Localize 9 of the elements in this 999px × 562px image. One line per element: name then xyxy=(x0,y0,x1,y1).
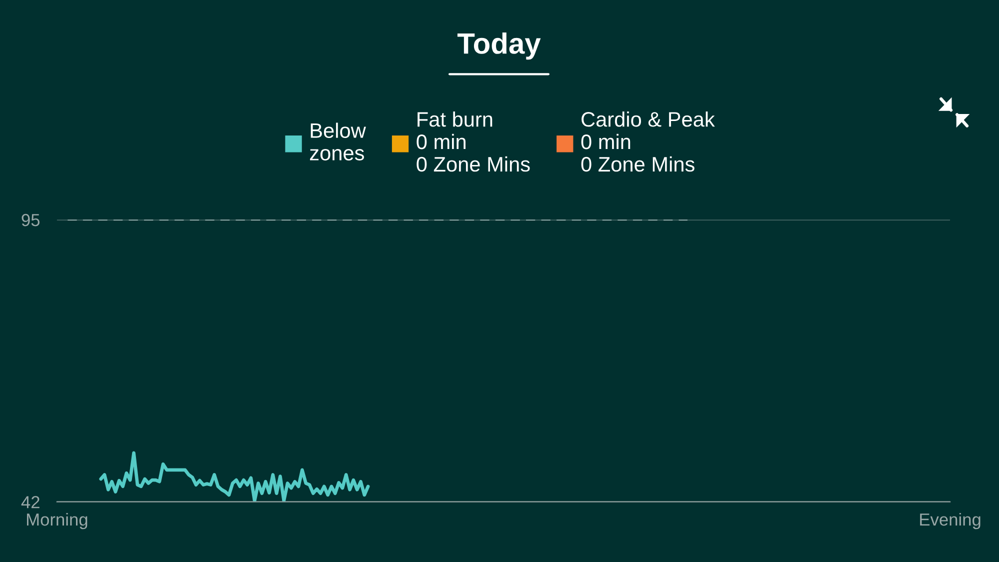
x-tick-label: Morning xyxy=(27,512,88,530)
y-tick-label: 42 xyxy=(21,496,40,508)
line-series xyxy=(99,451,370,502)
legend-label: Cardio & Peak 0 min 0 Zone Mins xyxy=(581,111,715,172)
legend-label: Fat burn 0 min 0 Zone Mins xyxy=(416,111,530,172)
chart-title: Today xyxy=(457,32,541,60)
x-tick-label: Evening xyxy=(920,512,980,530)
y-tick-label: 95 xyxy=(22,214,40,226)
legend-label: Below zones xyxy=(310,122,366,160)
